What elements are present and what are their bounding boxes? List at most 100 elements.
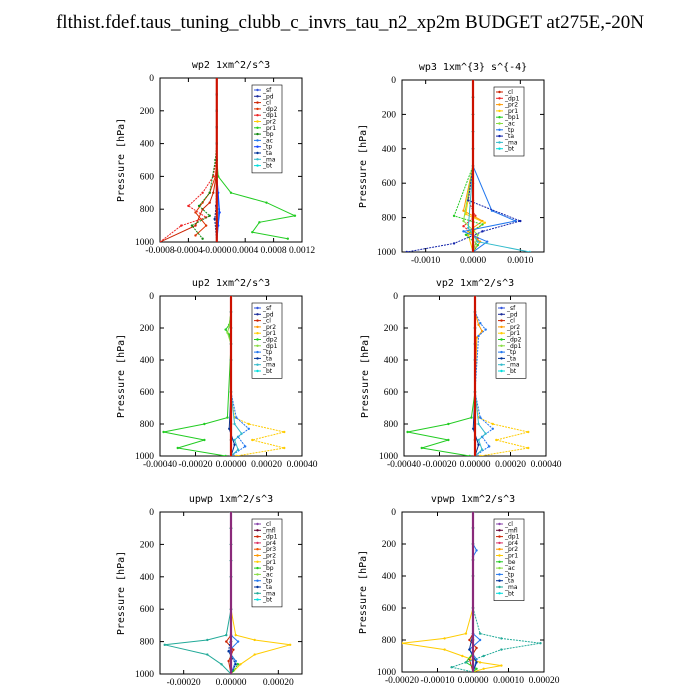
y-tick-label: 800 — [140, 420, 155, 430]
series-point — [477, 422, 480, 426]
legend-marker — [498, 548, 501, 551]
panel-title: up2 1xm^2/s^3 — [192, 278, 270, 289]
x-tick-label: -0.0010 — [411, 256, 441, 266]
series-point — [484, 328, 487, 331]
legend-label: _ma — [504, 139, 518, 146]
legend-label: _ma — [504, 584, 518, 591]
legend-label: _ta — [504, 133, 514, 140]
legend-label: _ac — [262, 571, 273, 578]
series-line-bp — [191, 78, 218, 240]
legend-label: _ma — [506, 362, 520, 369]
legend-marker — [256, 560, 259, 563]
legend-label: _mfl — [504, 527, 518, 534]
legend-marker — [498, 535, 501, 538]
legend-marker — [498, 116, 501, 119]
y-tick-label: 400 — [140, 140, 155, 150]
series-point — [283, 430, 286, 434]
series-point — [475, 667, 478, 670]
legend-marker — [498, 109, 501, 113]
series-point — [464, 233, 468, 236]
series-point — [236, 640, 240, 643]
legend-marker — [498, 122, 501, 125]
series-point — [482, 667, 485, 670]
series-point — [477, 323, 480, 326]
series-point — [452, 214, 456, 218]
series-point — [235, 416, 238, 419]
legend-marker — [256, 585, 259, 589]
legend-marker — [256, 107, 259, 111]
y-tick-label: 800 — [382, 636, 397, 646]
legend-marker — [500, 369, 503, 373]
x-tick-label: 0.00020 — [495, 460, 526, 470]
x-tick-label: -0.00020 — [422, 460, 456, 470]
legend-marker — [256, 579, 259, 582]
legend-marker — [498, 141, 501, 144]
y-tick-label: 200 — [140, 540, 155, 550]
series-point — [234, 659, 237, 663]
series-point — [527, 446, 530, 450]
y-tick-label: 800 — [384, 420, 399, 430]
series-point — [201, 237, 204, 240]
series-point — [420, 446, 423, 450]
x-tick-label: 0.0010 — [507, 256, 533, 266]
series-point — [258, 221, 261, 224]
series-point — [176, 446, 179, 450]
legend-marker — [256, 344, 259, 347]
series-point — [190, 224, 194, 227]
legend-label: _mfl — [262, 527, 276, 534]
legend-marker — [500, 319, 503, 322]
series-point — [251, 438, 254, 442]
legend-marker — [256, 535, 259, 538]
series-point — [232, 648, 235, 651]
series-point — [528, 250, 531, 252]
series-point — [244, 445, 247, 448]
series-point — [481, 223, 484, 226]
y-axis-label: Pressure [hPa] — [116, 334, 127, 418]
x-tick-label: 0.00040 — [531, 460, 562, 470]
legend-label: _bt — [504, 590, 515, 597]
chart-panel-1: wp2 1xm^2/s^3 Pressure [hPa] 0 200 400 600 800… — [116, 60, 315, 256]
series-point — [203, 422, 206, 426]
series-point — [235, 454, 238, 456]
legend-label: _sf — [262, 305, 272, 312]
series-point — [461, 654, 464, 658]
series-point — [253, 638, 256, 642]
series-point — [470, 416, 473, 419]
y-tick-label: 600 — [384, 388, 399, 398]
y-tick-label: 400 — [384, 356, 399, 366]
series-group — [160, 78, 297, 242]
series-point — [482, 654, 485, 658]
y-tick-label: 200 — [140, 324, 155, 334]
series-point — [477, 334, 480, 338]
y-tick-label: 600 — [382, 179, 397, 189]
y-tick-label: 1000 — [135, 670, 154, 680]
legend-marker — [498, 90, 501, 94]
series-line-dp2 — [407, 296, 476, 456]
series-point — [203, 438, 206, 442]
series-group — [163, 512, 292, 674]
chart-panel-3: up2 1xm^2/s^3 Pressure [hPa] 0 200 400 600 800… — [116, 278, 318, 470]
y-tick-label: 200 — [382, 540, 397, 550]
series-point — [224, 328, 227, 331]
series-point — [481, 230, 484, 233]
y-tick-label: 400 — [382, 572, 397, 582]
series-point — [293, 214, 297, 217]
series-point — [478, 661, 482, 664]
series-point — [204, 224, 208, 227]
series-point — [464, 212, 468, 216]
series-point — [283, 446, 286, 450]
legend-label: _bt — [506, 368, 517, 375]
series-line-dp2 — [194, 78, 218, 236]
legend-marker — [500, 313, 503, 316]
legend-label: _pr1 — [504, 108, 518, 115]
legend-marker — [256, 151, 259, 155]
series-point — [468, 454, 471, 456]
series-point — [227, 650, 230, 653]
series-point — [206, 653, 209, 656]
legend-marker — [256, 522, 259, 526]
series-point — [476, 243, 479, 247]
series-point — [228, 325, 231, 328]
legend-label: _pr1 — [262, 125, 276, 132]
series-point — [180, 224, 183, 227]
legend-label: _pr2 — [504, 546, 518, 553]
